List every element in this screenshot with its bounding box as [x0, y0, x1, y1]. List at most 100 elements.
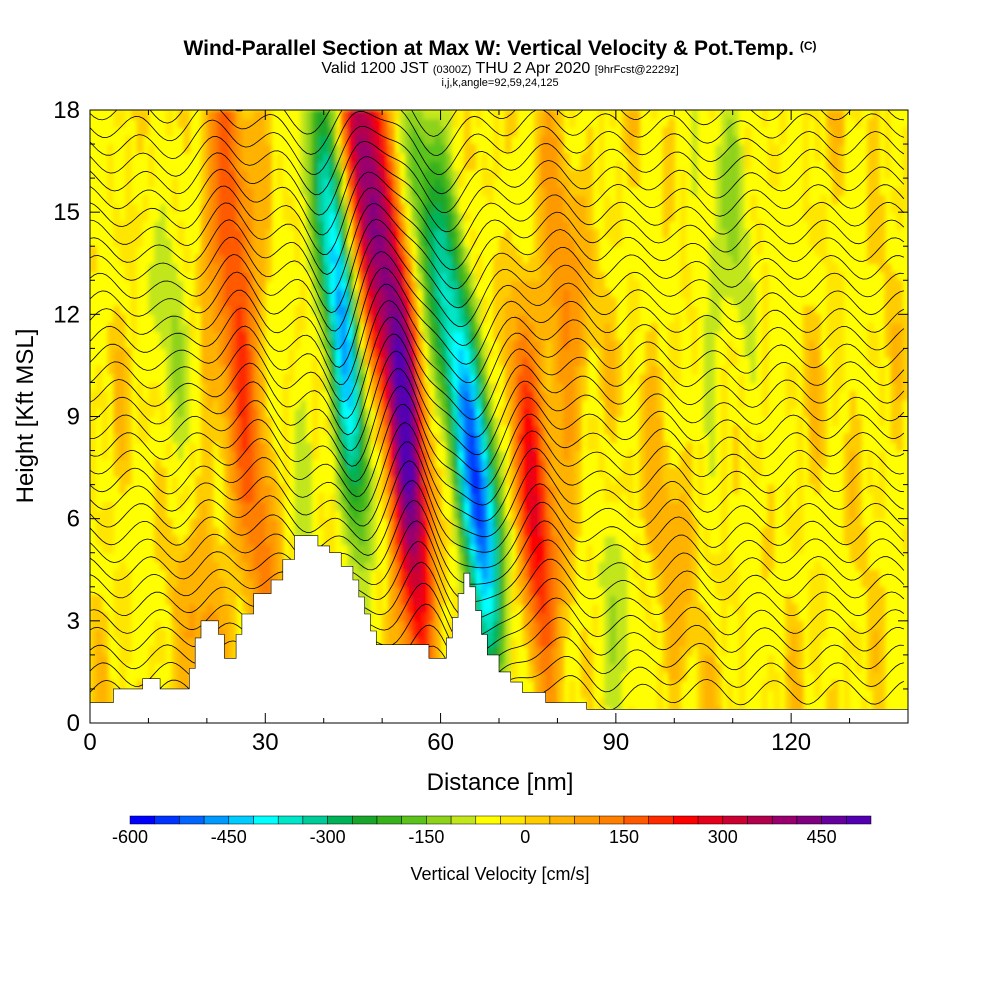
- velocity-cell: [551, 501, 559, 511]
- velocity-cell: [241, 391, 249, 401]
- velocity-cell: [592, 442, 600, 452]
- velocity-cell: [545, 680, 553, 690]
- velocity-cell: [493, 254, 500, 264]
- velocity-cell: [423, 348, 430, 358]
- velocity-cell: [171, 220, 179, 230]
- velocity-cell: [212, 195, 220, 205]
- velocity-cell: [592, 501, 600, 511]
- velocity-cell: [347, 518, 354, 528]
- velocity-cell: [306, 237, 313, 247]
- velocity-cell: [551, 654, 559, 665]
- velocity-cell: [534, 348, 541, 358]
- velocity-cell: [376, 178, 383, 188]
- velocity-cell: [563, 416, 570, 426]
- velocity-cell: [388, 246, 395, 256]
- velocity-cell: [504, 229, 512, 239]
- velocity-cell: [428, 603, 436, 614]
- velocity-cell: [253, 144, 261, 154]
- velocity-cell: [399, 322, 407, 333]
- velocity-cell: [177, 433, 185, 443]
- velocity-cell: [218, 110, 226, 120]
- velocity-cell: [247, 467, 255, 477]
- velocity-cell: [563, 493, 570, 503]
- velocity-cell: [388, 144, 395, 154]
- velocity-cell: [399, 561, 407, 571]
- velocity-cell: [166, 586, 173, 597]
- velocity-cell: [487, 127, 494, 137]
- velocity-cell: [171, 373, 179, 384]
- velocity-cell: [393, 246, 401, 256]
- velocity-cell: [265, 186, 272, 196]
- velocity-cell: [405, 127, 413, 137]
- velocity-cell: [563, 161, 570, 171]
- velocity-cell: [259, 127, 266, 137]
- velocity-cell: [218, 220, 226, 230]
- velocity-cell: [557, 169, 564, 179]
- velocity-cell: [393, 501, 401, 511]
- velocity-cell: [428, 510, 436, 520]
- velocity-cell: [510, 433, 518, 443]
- velocity-cell: [352, 169, 360, 179]
- velocity-cell: [329, 348, 337, 358]
- velocity-cell: [171, 680, 179, 690]
- velocity-cell: [95, 382, 103, 392]
- velocity-cell: [428, 586, 436, 597]
- velocity-cell: [218, 161, 226, 171]
- velocity-cell: [206, 586, 214, 597]
- velocity-cell: [177, 603, 185, 614]
- velocity-cell: [569, 305, 576, 316]
- velocity-cell: [493, 476, 500, 486]
- velocity-cell: [446, 161, 453, 171]
- velocity-cell: [428, 169, 436, 179]
- velocity-cell: [177, 322, 185, 333]
- velocity-cell: [434, 484, 442, 494]
- velocity-cell: [580, 161, 588, 171]
- velocity-cell: [504, 127, 512, 137]
- velocity-cell: [323, 339, 331, 350]
- velocity-cell: [539, 544, 547, 554]
- velocity-cell: [370, 271, 378, 282]
- velocity-cell: [90, 391, 97, 401]
- velocity-cell: [557, 408, 564, 418]
- velocity-cell: [335, 212, 342, 222]
- velocity-cell: [539, 314, 547, 324]
- velocity-cell: [119, 144, 126, 154]
- velocity-cell: [388, 518, 395, 528]
- velocity-cell: [528, 271, 535, 282]
- velocity-cell: [452, 280, 459, 290]
- velocity-cell: [241, 110, 249, 120]
- velocity-cell: [364, 144, 372, 154]
- velocity-cell: [317, 237, 325, 247]
- velocity-cell: [557, 671, 564, 682]
- velocity-cell: [341, 493, 348, 503]
- velocity-cell: [393, 297, 401, 307]
- velocity-cell: [300, 501, 307, 511]
- velocity-cell: [423, 331, 430, 341]
- velocity-cell: [154, 671, 161, 682]
- velocity-cell: [458, 586, 465, 597]
- velocity-cell: [253, 399, 261, 409]
- velocity-cell: [218, 288, 226, 299]
- velocity-cell: [189, 399, 196, 409]
- velocity-cell: [463, 450, 471, 460]
- velocity-cell: [428, 629, 436, 639]
- velocity-cell: [557, 629, 564, 639]
- velocity-cell: [288, 161, 296, 171]
- velocity-cell: [551, 178, 559, 188]
- velocity-cell: [189, 535, 196, 545]
- velocity-cell: [417, 501, 424, 511]
- velocity-cell: [166, 680, 173, 690]
- velocity-cell: [393, 280, 401, 290]
- velocity-cell: [545, 161, 553, 171]
- velocity-cell: [201, 331, 208, 341]
- velocity-cell: [551, 484, 559, 494]
- velocity-cell: [551, 263, 559, 273]
- velocity-cell: [423, 476, 430, 486]
- velocity-cell: [160, 339, 167, 350]
- velocity-cell: [539, 263, 547, 273]
- velocity-cell: [183, 586, 191, 597]
- velocity-cell: [335, 280, 342, 290]
- velocity-cell: [569, 186, 576, 196]
- velocity-cell: [171, 322, 179, 333]
- velocity-cell: [183, 408, 191, 418]
